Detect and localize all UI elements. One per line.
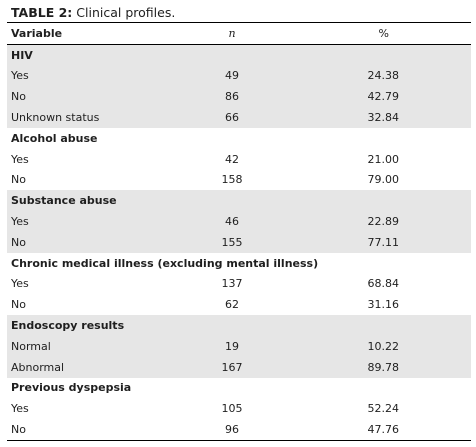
row-label: Yes <box>11 277 29 291</box>
row-label: Abnormal <box>11 360 65 374</box>
row-n: 66 <box>225 111 239 125</box>
header-n: n <box>228 26 236 40</box>
row-percent: 21.00 <box>367 152 400 166</box>
row-percent: 68.84 <box>367 277 400 291</box>
row-label: No <box>11 90 26 104</box>
table-row: Normal 19 10.22 <box>7 335 471 357</box>
row-n: 105 <box>221 402 243 416</box>
row-label: Yes <box>11 152 29 166</box>
row-n: 96 <box>225 423 239 437</box>
row-label: Yes <box>11 402 29 416</box>
row-label: Yes <box>11 69 29 83</box>
row-n: 137 <box>221 277 243 291</box>
header-variable: Variable <box>11 26 63 40</box>
row-percent: 89.78 <box>367 360 400 374</box>
row-percent: 42.79 <box>367 90 400 104</box>
group-row: Chronic medical illness (excluding menta… <box>7 253 471 274</box>
row-n: 158 <box>221 173 243 187</box>
group-title: Alcohol abuse <box>11 131 98 145</box>
group-row: Endoscopy results <box>7 315 471 336</box>
table-row: Yes 105 52.24 <box>7 398 471 419</box>
row-n: 19 <box>225 339 239 353</box>
clinical-profiles-table: Variable n % HIV Yes 49 24.38 No 86 42.7… <box>7 22 471 441</box>
table-row: Yes 137 68.84 <box>7 274 471 295</box>
table-row: No 155 77.11 <box>7 231 471 253</box>
table-row: Yes 42 21.00 <box>7 149 471 170</box>
table-row: No 62 31.16 <box>7 294 471 315</box>
row-n: 167 <box>221 360 243 374</box>
row-label: Unknown status <box>11 111 100 125</box>
table-row: No 96 47.76 <box>7 419 471 441</box>
row-label: Normal <box>11 339 51 353</box>
row-percent: 77.11 <box>367 235 400 249</box>
row-n: 46 <box>225 215 239 229</box>
row-percent: 22.89 <box>367 215 400 229</box>
row-percent: 31.16 <box>367 298 400 312</box>
table-row: No 86 42.79 <box>7 86 471 108</box>
row-n: 86 <box>225 90 239 104</box>
row-percent: 79.00 <box>367 173 400 187</box>
row-label: No <box>11 298 26 312</box>
group-row: Substance abuse <box>7 190 471 212</box>
caption-lead: TABLE 2: <box>11 5 73 20</box>
group-title: Substance abuse <box>11 194 117 208</box>
table-row: Unknown status 66 32.84 <box>7 107 471 128</box>
group-title: Chronic medical illness (excluding menta… <box>11 256 319 270</box>
table-row: Yes 46 22.89 <box>7 211 471 232</box>
row-n: 49 <box>225 69 239 83</box>
table-caption: TABLE 2: Clinical profiles. <box>11 5 175 20</box>
row-n: 62 <box>225 298 239 312</box>
table-row: Yes 49 24.38 <box>7 65 471 87</box>
row-percent: 52.24 <box>367 402 400 416</box>
row-label: No <box>11 423 26 437</box>
row-n: 42 <box>225 152 239 166</box>
row-percent: 47.76 <box>367 423 400 437</box>
row-percent: 32.84 <box>367 111 400 125</box>
group-row: Alcohol abuse <box>7 128 471 149</box>
caption-text: Clinical profiles. <box>76 5 176 20</box>
group-title: Endoscopy results <box>11 319 125 333</box>
row-label: No <box>11 235 26 249</box>
table-row: Abnormal 167 89.78 <box>7 356 471 378</box>
row-percent: 10.22 <box>367 339 400 353</box>
header-percent: % <box>378 26 389 40</box>
header-row: Variable n % <box>7 22 471 45</box>
table-row: No 158 79.00 <box>7 170 471 191</box>
row-label: Yes <box>11 215 29 229</box>
row-n: 155 <box>221 235 243 249</box>
row-label: No <box>11 173 26 187</box>
group-row: Previous dyspepsia <box>7 378 471 399</box>
group-title: Previous dyspepsia <box>11 381 132 395</box>
group-title: HIV <box>11 48 33 62</box>
row-percent: 24.38 <box>367 69 400 83</box>
group-row: HIV <box>7 44 471 66</box>
